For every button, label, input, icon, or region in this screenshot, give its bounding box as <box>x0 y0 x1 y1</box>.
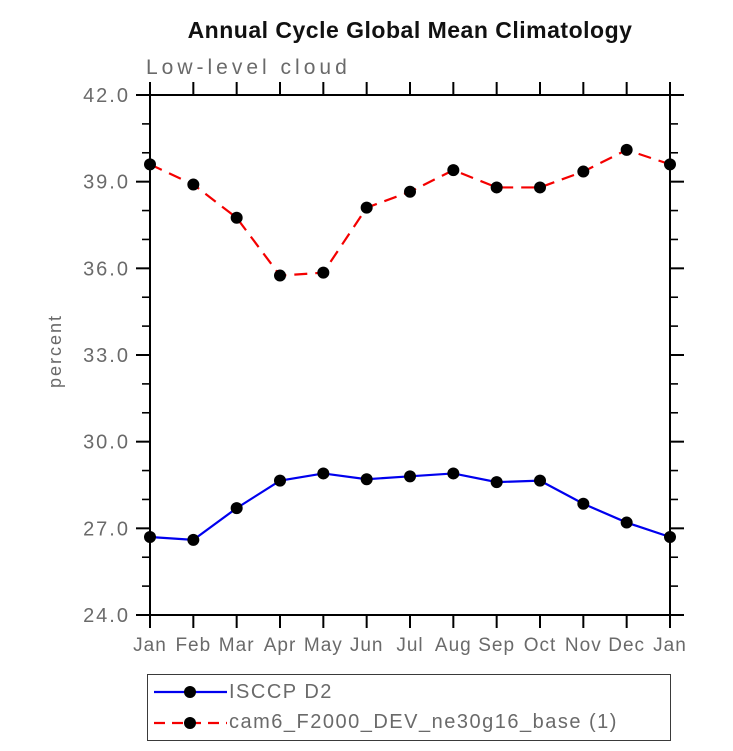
data-point-marker <box>187 178 200 191</box>
data-point-marker <box>534 474 546 487</box>
x-tick-label: Jul <box>396 635 423 656</box>
data-point-marker <box>620 516 633 529</box>
x-tick-label: Jun <box>350 635 384 656</box>
data-point-marker <box>274 269 286 282</box>
x-tick-label: Jan <box>133 635 167 656</box>
data-point-marker <box>187 533 200 546</box>
x-tick-label: Mar <box>219 635 255 656</box>
legend-box: ISCCP D2 cam6_F2000_DEV_ne30g16_base (1) <box>147 674 671 741</box>
x-tick-label: May <box>304 635 343 656</box>
series-line-cam6 <box>149 148 671 277</box>
data-point-marker <box>317 467 330 480</box>
data-point-marker <box>664 158 676 171</box>
chart-subtitle: Low-level cloud <box>146 56 351 79</box>
legend-line-sample-cam6 <box>154 716 227 729</box>
data-point-marker <box>317 266 330 279</box>
x-tick-label: Jan <box>653 635 687 656</box>
x-tick-label: Oct <box>524 635 557 656</box>
data-point-marker <box>534 181 546 194</box>
x-tick-label: Aug <box>435 635 472 656</box>
plot-frame <box>149 94 671 616</box>
data-point-marker <box>360 201 373 214</box>
legend-item-isccp: ISCCP D2 <box>148 677 670 707</box>
legend-marker-icon <box>184 686 196 699</box>
y-tick-label: 24.0 <box>83 605 130 627</box>
data-point-marker <box>230 211 243 224</box>
data-point-marker <box>230 502 243 515</box>
y-tick-label: 33.0 <box>83 345 130 367</box>
data-point-marker <box>577 497 590 510</box>
legend-marker-icon <box>184 716 196 729</box>
data-point-marker <box>447 467 460 480</box>
y-tick-label: 42.0 <box>83 85 130 107</box>
y-tick-label: 30.0 <box>83 432 130 454</box>
data-point-marker <box>490 476 503 489</box>
data-point-marker <box>144 531 156 543</box>
legend-line-sample-isccp <box>154 686 227 699</box>
data-point-marker <box>274 474 286 487</box>
legend-label-isccp: ISCCP D2 <box>229 680 333 703</box>
x-tick-label: Apr <box>264 635 297 656</box>
data-point-marker <box>404 185 416 198</box>
data-point-marker <box>490 181 503 194</box>
data-point-marker <box>404 470 416 483</box>
data-point-marker <box>664 531 676 543</box>
chart-title: Annual Cycle Global Mean Climatology <box>187 17 633 43</box>
y-tick-label: 36.0 <box>83 258 130 280</box>
legend-item-cam6: cam6_F2000_DEV_ne30g16_base (1) <box>148 708 670 738</box>
data-point-marker <box>620 143 633 156</box>
series-line-isccp <box>149 472 671 542</box>
legend-label-cam6: cam6_F2000_DEV_ne30g16_base (1) <box>229 711 618 734</box>
x-tick-label: Sep <box>478 635 515 656</box>
y-tick-label: 27.0 <box>83 518 130 540</box>
data-point-marker <box>447 164 460 177</box>
x-tick-label: Nov <box>565 635 602 656</box>
data-point-marker <box>144 158 156 171</box>
data-point-marker <box>577 165 590 178</box>
x-tick-label: Feb <box>175 635 211 656</box>
data-point-marker <box>360 473 373 486</box>
x-tick-label: Dec <box>608 635 645 656</box>
y-tick-label: 39.0 <box>83 172 130 194</box>
